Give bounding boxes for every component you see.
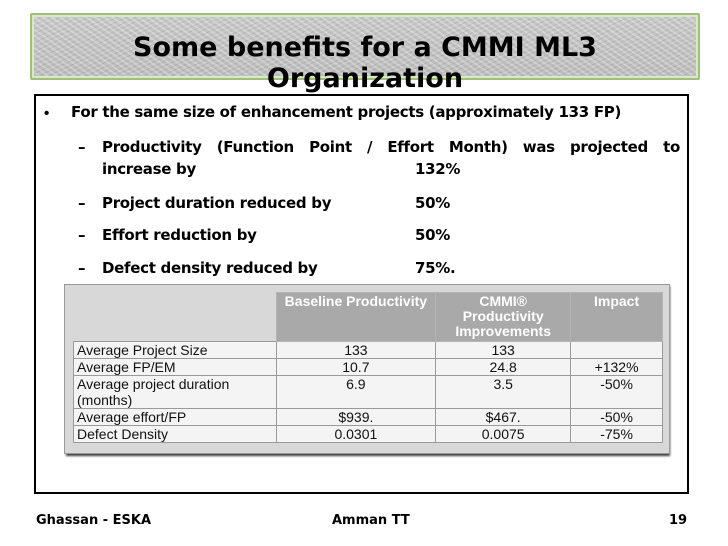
dash: – xyxy=(78,226,86,244)
metric-cell: Average Project Size xyxy=(73,341,277,359)
table-row: Average project duration (months) 6.9 3.… xyxy=(73,375,663,409)
title-box: Some benefits for a CMMI ML3 Organizatio… xyxy=(30,13,700,94)
table-row: Average FP/EM 10.7 24.8 +132% xyxy=(73,358,663,376)
impact-cell: -50% xyxy=(570,408,663,426)
impact-cell: -75% xyxy=(570,425,663,443)
metric-cell: Defect Density xyxy=(73,425,277,443)
table-row: Average effort/FP $939. $467. -50% xyxy=(73,408,663,426)
impact-cell xyxy=(570,341,663,359)
baseline-cell: 6.9 xyxy=(275,375,437,409)
cmmi-cell: 0.0075 xyxy=(435,425,572,443)
header-impact: Impact xyxy=(570,292,663,342)
cmmi-cell: 3.5 xyxy=(435,375,572,409)
baseline-cell: 133 xyxy=(275,341,437,359)
table-header-blank xyxy=(73,292,276,342)
productivity-table-panel: Baseline Productivity CMMI® Productivity… xyxy=(64,284,670,454)
bullet-text: For the same size of enhancement project… xyxy=(71,103,622,121)
baseline-cell: 10.7 xyxy=(275,358,437,376)
dash: – xyxy=(78,259,86,277)
impact-cell: +132% xyxy=(570,358,663,376)
bullet-marker: • xyxy=(44,105,50,122)
table-row: Defect Density 0.0301 0.0075 -75% xyxy=(73,425,663,443)
metric-cell: Average effort/FP xyxy=(73,408,277,426)
metric-cell: Average project duration (months) xyxy=(73,375,277,409)
subpoint-label: Defect density reduced by xyxy=(102,259,318,277)
dash: – xyxy=(78,138,86,156)
slide-title: Some benefits for a CMMI ML3 Organizatio… xyxy=(133,32,597,94)
subpoint-label-continued: increase by xyxy=(102,160,196,178)
footer-author: Ghassan - ESKA xyxy=(36,513,152,528)
baseline-cell: 0.0301 xyxy=(275,425,437,443)
metric-cell: Average FP/EM xyxy=(73,358,277,376)
content-box: • For the same size of enhancement proje… xyxy=(34,94,689,494)
footer-location: Amman TT xyxy=(332,513,410,528)
table-header-row: Baseline Productivity CMMI® Productivity… xyxy=(73,292,663,342)
footer-page-number: 19 xyxy=(669,513,688,528)
subpoint-value: 50% xyxy=(415,226,451,244)
subpoint-value: 50% xyxy=(415,194,451,212)
cmmi-cell: $467. xyxy=(435,408,572,426)
impact-cell: -50% xyxy=(570,375,663,409)
subpoint-label: Effort reduction by xyxy=(102,226,257,244)
subpoint-value: 75%. xyxy=(415,259,456,277)
subpoint-label: Project duration reduced by xyxy=(102,194,332,212)
cmmi-cell: 24.8 xyxy=(435,358,572,376)
productivity-table: Baseline Productivity CMMI® Productivity… xyxy=(73,292,663,443)
baseline-cell: $939. xyxy=(275,408,437,426)
cmmi-cell: 133 xyxy=(435,341,572,359)
table-row: Average Project Size 133 133 xyxy=(73,341,663,359)
subpoint-label: Productivity (Function Point / Effort Mo… xyxy=(102,138,680,156)
subpoint-value: 132% xyxy=(415,160,461,178)
dash: – xyxy=(78,194,86,212)
header-cmmi: CMMI® Productivity Improvements xyxy=(435,292,572,342)
header-baseline: Baseline Productivity xyxy=(275,292,437,342)
